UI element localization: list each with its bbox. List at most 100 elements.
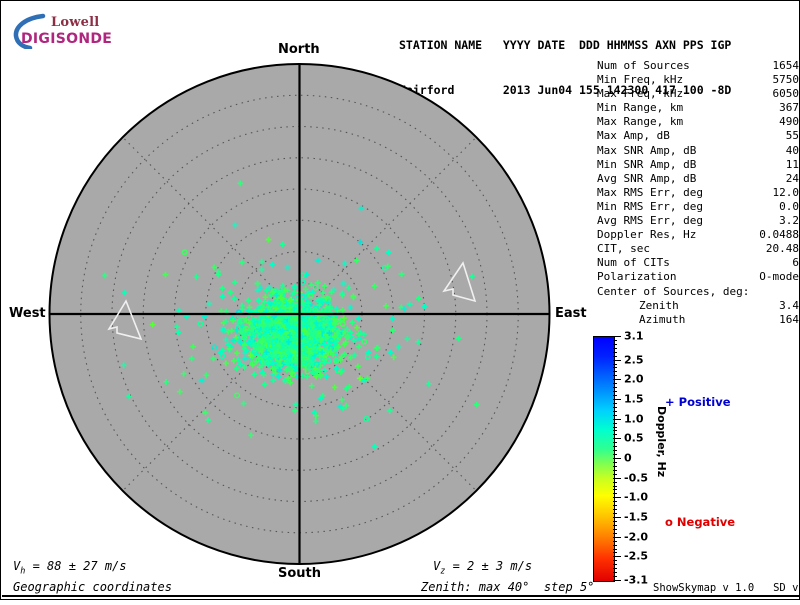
source-point-positive: [322, 367, 328, 373]
source-point-positive: [406, 301, 413, 307]
colorbar-tick: [613, 336, 621, 337]
source-point-positive: [316, 302, 323, 308]
source-point-positive: [230, 317, 236, 324]
colorbar-minor-tick: [613, 524, 617, 526]
source-point-positive: [206, 300, 213, 307]
source-point-positive: [163, 378, 169, 385]
source-point-positive: [344, 326, 350, 333]
source-point-negative: [289, 301, 296, 308]
source-point-positive: [279, 344, 285, 351]
center-stat-row: Zenith 3.4: [561, 299, 799, 313]
colorbar-minor-tick: [613, 520, 617, 522]
source-point-positive: [279, 361, 286, 368]
source-point-positive: [258, 266, 265, 273]
stat-value: O-mode: [759, 270, 799, 284]
source-point-positive: [261, 299, 268, 305]
source-point-positive: [318, 326, 325, 333]
stat-label: Avg RMS Err, deg: [597, 214, 703, 228]
header-table: STATION NAME YYYY DATE DDD HHMMSS AXN PP…: [399, 8, 731, 128]
header-columns: STATION NAME YYYY DATE DDD HHMMSS AXN PP…: [399, 38, 732, 52]
source-point-positive: [241, 345, 248, 352]
colorbar-minor-tick: [613, 481, 617, 483]
source-point-positive: [270, 359, 277, 366]
source-point-positive: [371, 283, 378, 289]
source-point-positive: [322, 342, 328, 348]
source-point-positive: [342, 260, 348, 267]
stat-row: Max Amp, dB 55: [561, 129, 799, 143]
source-point-positive: [285, 360, 292, 367]
stat-row: Min RMS Err, deg 0.0: [561, 200, 799, 214]
source-point-positive: [282, 305, 289, 312]
source-point-negative: [234, 392, 241, 399]
colorbar-minor-tick: [613, 391, 617, 393]
colorbar-minor-tick: [613, 501, 617, 503]
stat-value: 40: [785, 143, 799, 157]
source-point-positive: [357, 238, 363, 245]
source-point-positive: [251, 342, 258, 349]
source-point-positive: [287, 297, 293, 304]
colorbar-minor-tick: [613, 339, 617, 341]
source-point-positive: [262, 336, 268, 343]
source-point-positive: [324, 299, 331, 306]
source-point-positive: [318, 395, 324, 402]
source-point-positive: [336, 403, 343, 409]
colorbar-minor-tick: [613, 564, 617, 566]
source-point-positive: [188, 355, 195, 362]
source-points: [102, 180, 480, 450]
source-point-positive: [323, 374, 330, 380]
colorbar-minor-tick: [613, 402, 617, 404]
source-point-positive: [347, 354, 354, 361]
colorbar-minor-tick: [613, 485, 617, 487]
colorbar-minor-tick: [613, 434, 617, 436]
compass-east-label: East: [555, 306, 587, 321]
source-point-positive: [390, 316, 396, 322]
source-point-positive: [455, 335, 462, 342]
source-point-negative: [181, 249, 188, 256]
colorbar-tick: [613, 398, 621, 400]
source-point-positive: [287, 332, 293, 338]
colorbar-minor-tick: [613, 513, 617, 515]
source-point-positive: [203, 372, 210, 379]
source-point-positive: [242, 350, 249, 356]
stat-value: 490: [779, 115, 799, 129]
center-stat-label: Zenith: [639, 298, 679, 312]
source-point-positive: [341, 351, 348, 357]
source-point-positive: [231, 296, 237, 302]
skymap-polar-plot[interactable]: North South East West: [1, 1, 601, 601]
compass-south-label: South: [278, 566, 322, 581]
source-point-positive: [272, 353, 279, 360]
source-point-positive: [291, 283, 297, 289]
colorbar-minor-tick: [613, 465, 617, 467]
source-point-positive: [215, 271, 221, 278]
stat-value: 6050: [772, 87, 800, 101]
source-point-positive: [219, 326, 226, 333]
source-point-positive: [387, 349, 394, 355]
source-point-positive: [232, 222, 239, 229]
source-point-negative: [322, 351, 330, 358]
source-point-positive: [272, 370, 279, 376]
stat-row: CIT, sec 20.48: [561, 242, 799, 256]
source-point-positive: [245, 297, 252, 304]
colorbar-minor-tick: [613, 442, 617, 444]
source-point-positive: [328, 323, 334, 330]
colorbar-tick-label: -2.0: [624, 530, 649, 544]
source-point-positive: [210, 355, 217, 362]
source-point-positive: [309, 369, 316, 376]
source-point-negative: [323, 315, 330, 322]
colorbar-minor-tick: [613, 426, 617, 428]
colorbar-minor-tick: [613, 509, 617, 511]
source-point-positive: [372, 444, 378, 450]
source-point-positive: [327, 306, 334, 312]
colorbar-tick: [613, 379, 621, 381]
stat-label: Max Range, km: [597, 115, 684, 129]
source-point-positive: [260, 372, 267, 378]
source-point-positive: [386, 407, 393, 414]
source-point-positive: [280, 318, 287, 325]
colorbar-tick: [613, 536, 621, 538]
source-point-positive: [374, 245, 380, 252]
source-point-positive: [270, 377, 277, 384]
source-point-positive: [223, 318, 229, 325]
colorbar-tick: [613, 458, 621, 459]
source-point-positive: [350, 293, 357, 299]
compass-west-label: West: [9, 306, 46, 321]
